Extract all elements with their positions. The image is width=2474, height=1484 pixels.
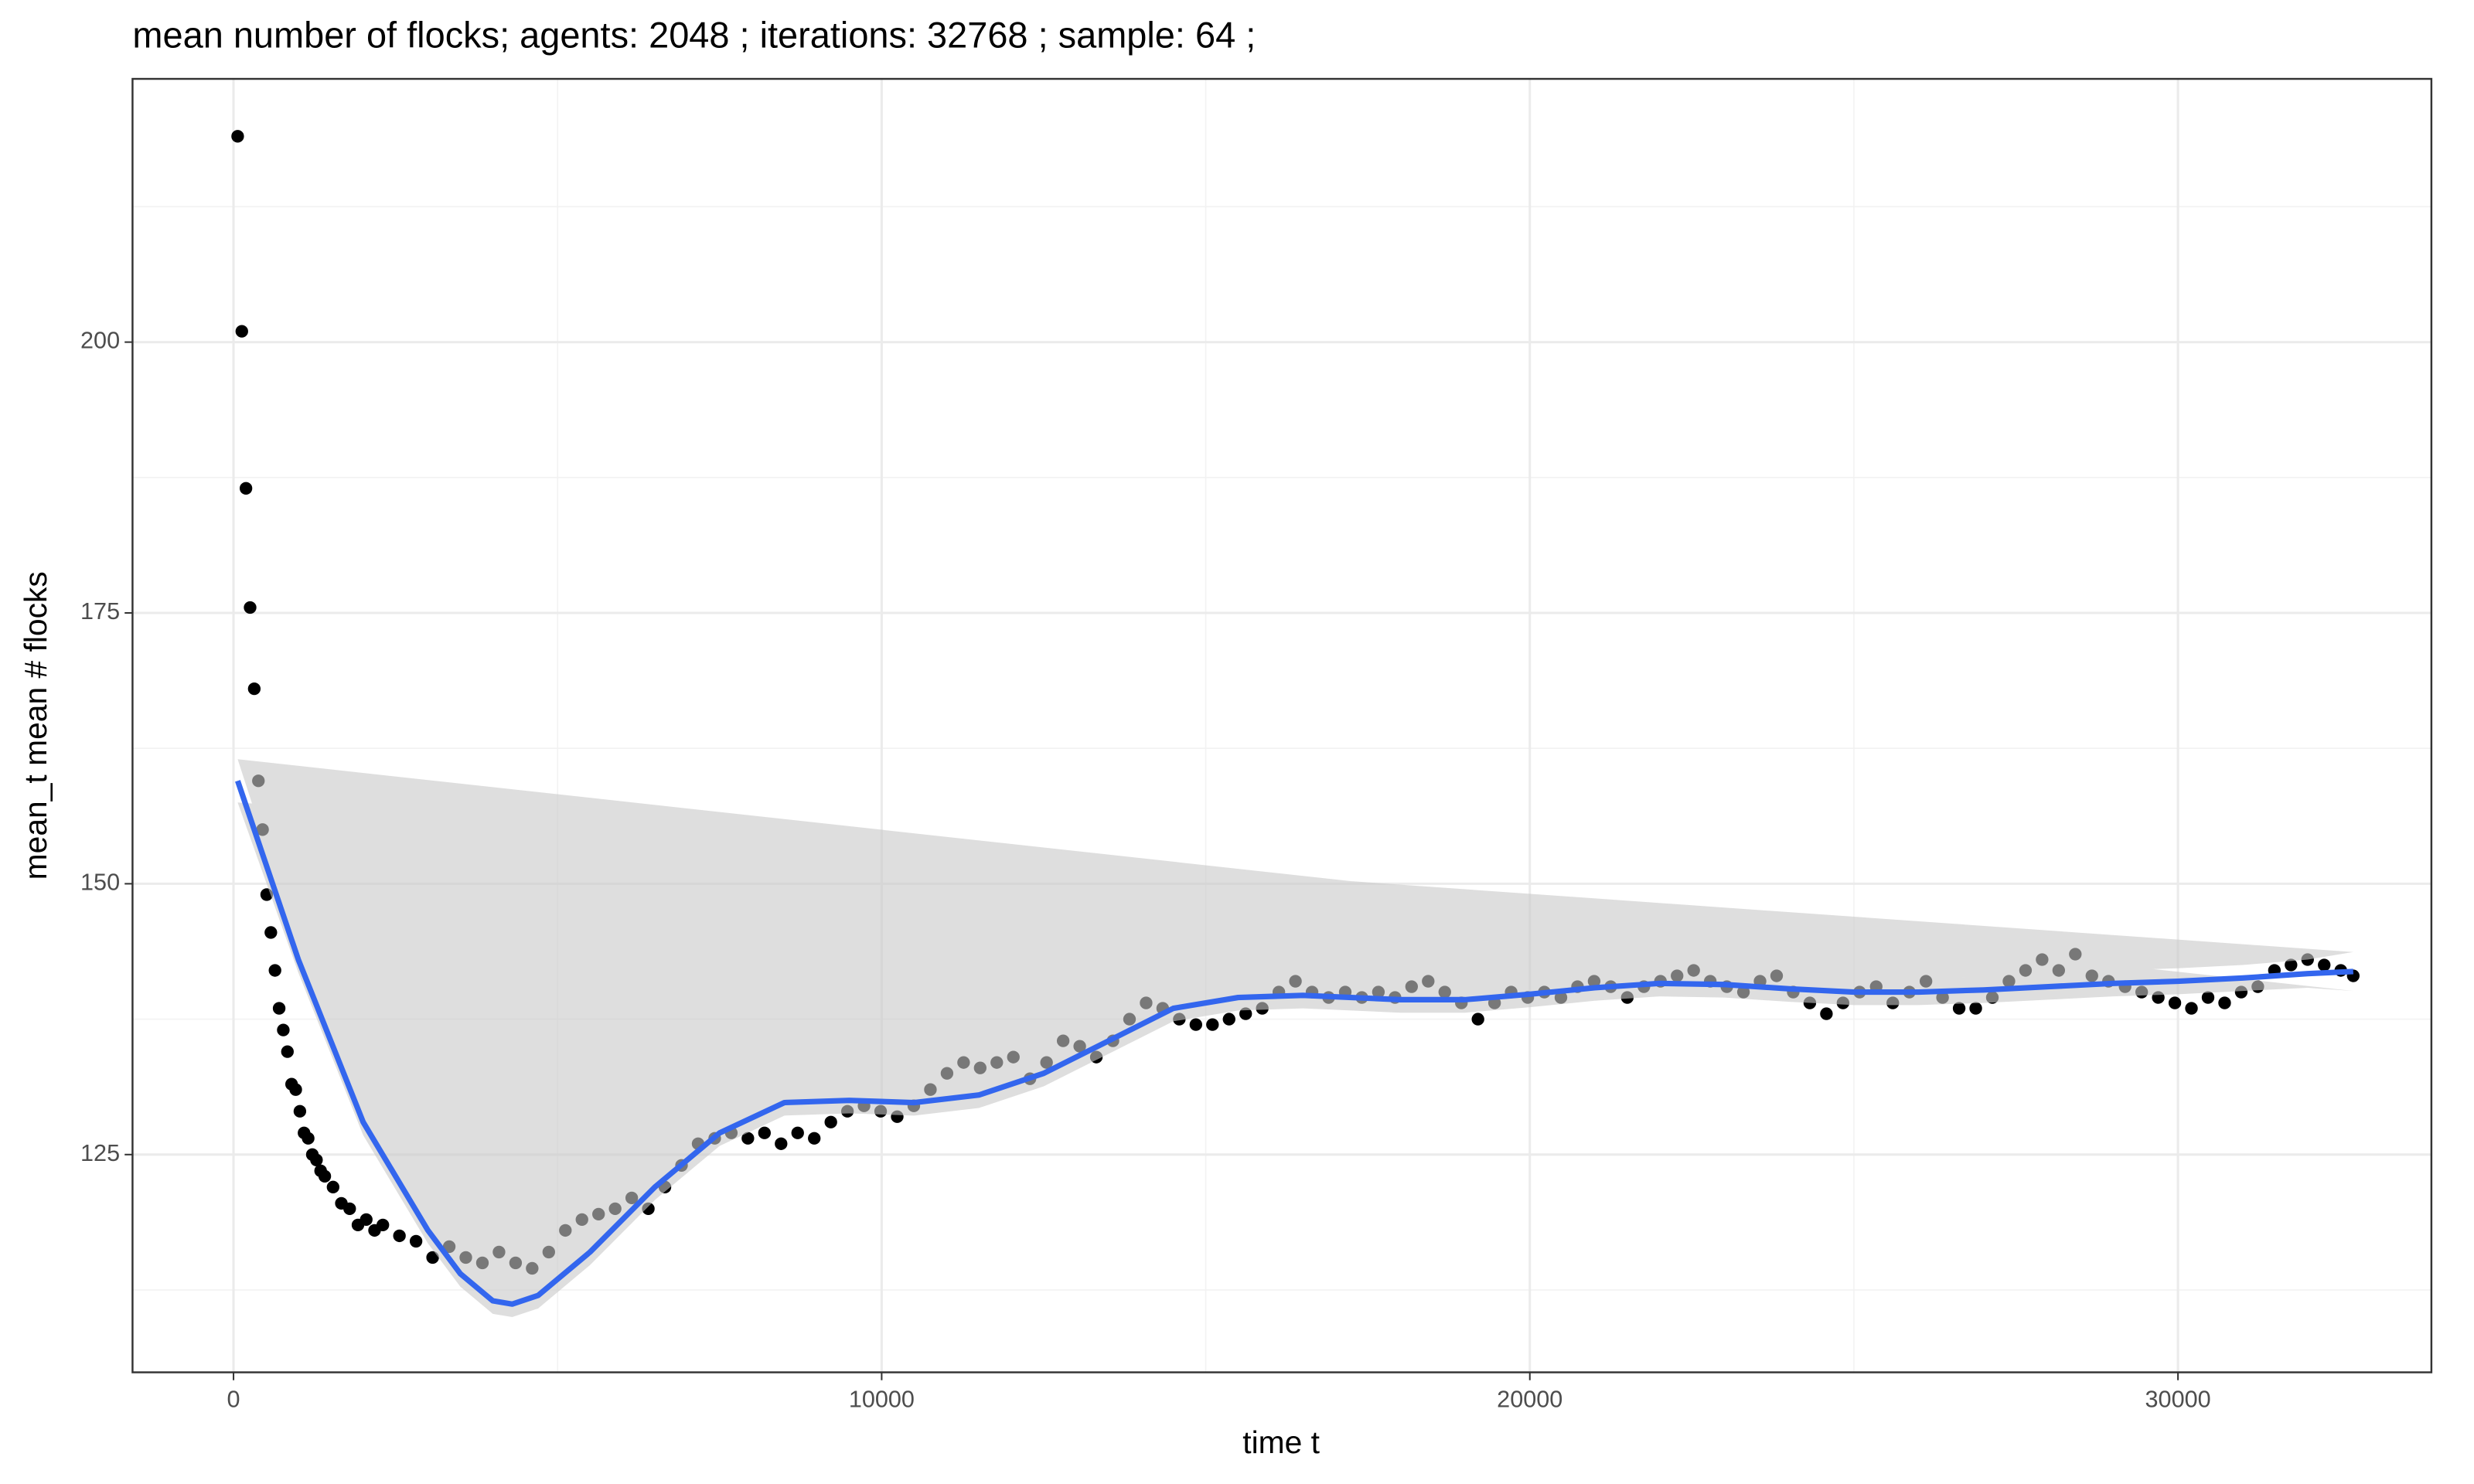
x-tick-label: 30000 <box>2145 1386 2211 1412</box>
point <box>289 1083 302 1096</box>
y-tick-label: 200 <box>80 328 120 354</box>
panel-border <box>131 77 2433 1373</box>
y-tick-label: 150 <box>80 869 120 895</box>
point <box>318 1169 332 1183</box>
x-tick-label: 10000 <box>849 1386 915 1412</box>
point <box>1952 1002 1966 1015</box>
point <box>244 601 257 614</box>
point <box>2285 958 2298 972</box>
y-tick-label: 175 <box>80 598 120 625</box>
point <box>310 1153 323 1166</box>
confidence-band <box>237 759 2353 1318</box>
point <box>824 1115 837 1128</box>
point <box>1820 1007 1833 1020</box>
point <box>247 682 261 696</box>
point <box>268 964 281 977</box>
x-tick-label: 0 <box>227 1386 240 1412</box>
point <box>1471 1013 1484 1026</box>
point <box>2318 958 2331 972</box>
point <box>231 130 244 143</box>
point <box>1239 1007 1252 1020</box>
point <box>409 1234 423 1248</box>
y-axis-label: mean_t mean # flocks <box>18 571 53 880</box>
point <box>326 1180 339 1194</box>
point <box>239 482 253 495</box>
point <box>426 1251 439 1264</box>
point <box>2201 991 2215 1004</box>
point <box>808 1132 821 1145</box>
point <box>2185 1002 2198 1015</box>
point <box>2168 996 2182 1009</box>
point <box>1189 1018 1202 1031</box>
point <box>2218 996 2231 1009</box>
point <box>264 926 278 939</box>
point <box>360 1213 373 1227</box>
point <box>1206 1018 1219 1031</box>
chart-title: mean number of flocks; agents: 2048 ; it… <box>132 15 1256 55</box>
point <box>272 1002 286 1015</box>
point <box>791 1126 804 1139</box>
x-tick-label: 20000 <box>1497 1386 1562 1412</box>
point <box>741 1132 755 1145</box>
point <box>775 1137 788 1150</box>
point <box>302 1132 315 1145</box>
point <box>377 1218 390 1232</box>
x-axis-label: time t <box>1242 1424 1320 1460</box>
point <box>1222 1013 1235 1026</box>
point <box>281 1045 294 1058</box>
y-tick-label: 125 <box>80 1140 120 1166</box>
point <box>293 1104 307 1118</box>
point <box>343 1202 356 1216</box>
point <box>1969 1002 1982 1015</box>
point <box>758 1126 771 1139</box>
smooth-line <box>235 780 2353 1307</box>
point <box>235 325 248 338</box>
point <box>393 1229 406 1243</box>
point <box>277 1023 290 1036</box>
